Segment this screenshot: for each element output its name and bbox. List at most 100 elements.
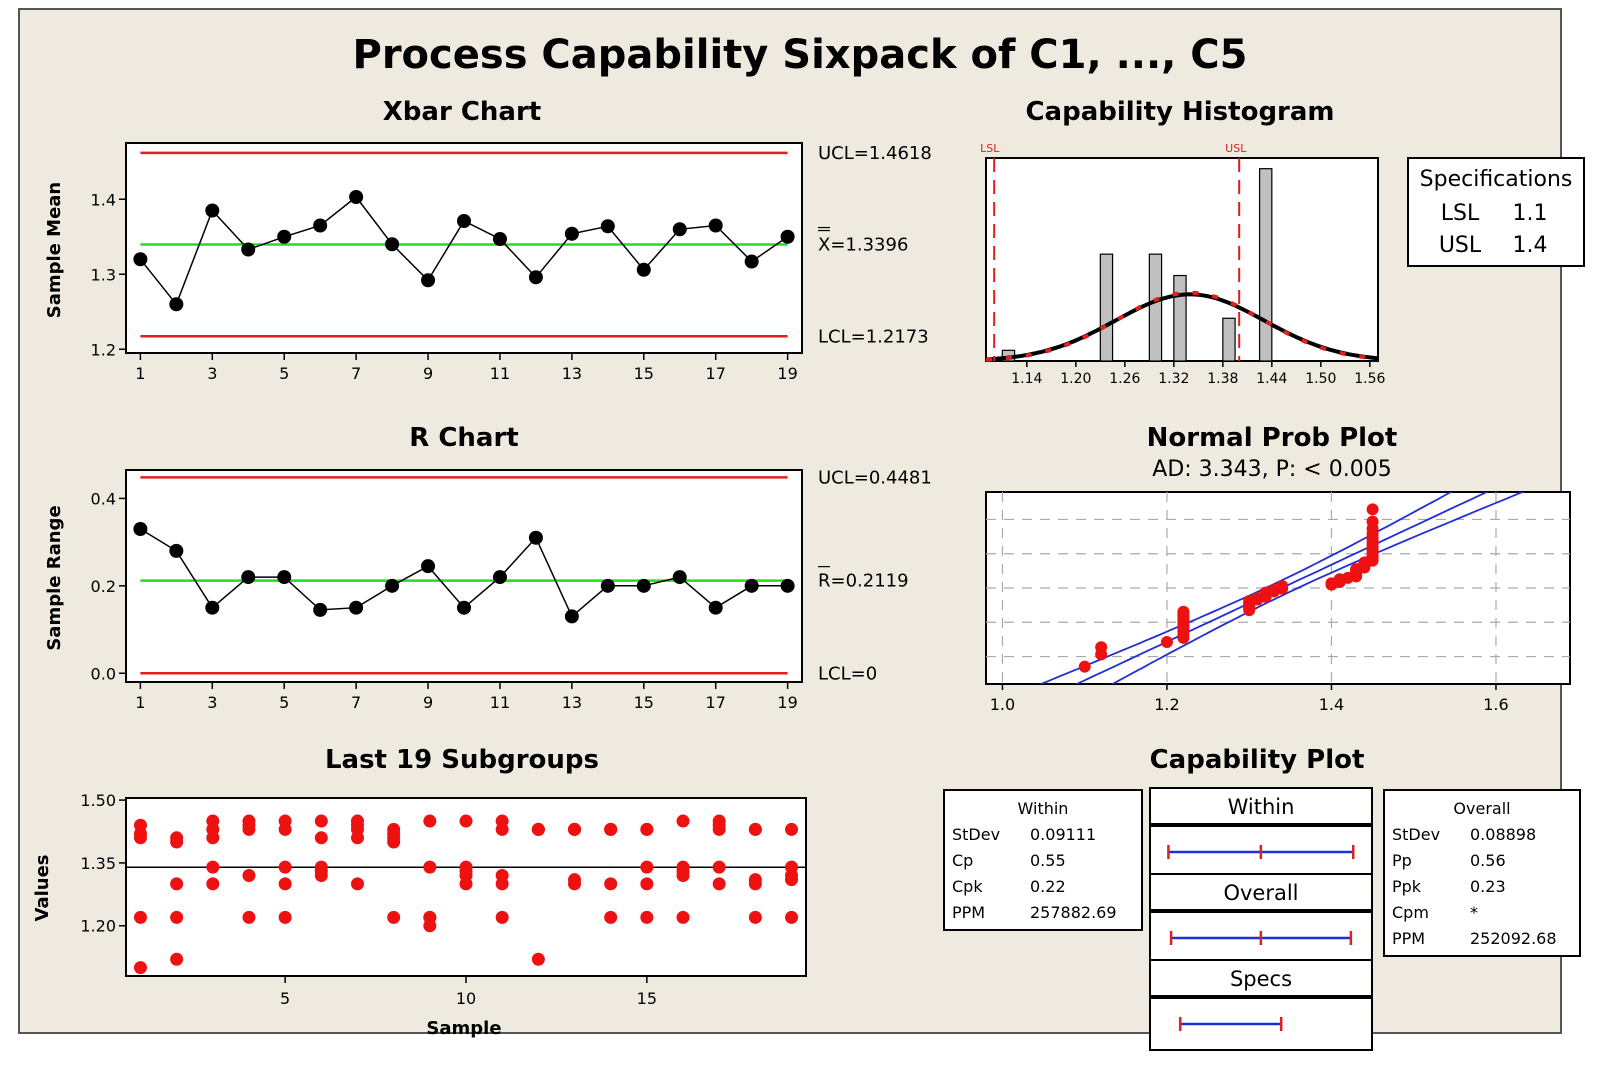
probplot-point	[1078, 660, 1091, 673]
histogram-xtick-label: 1.14	[1011, 371, 1042, 387]
xbar-point	[564, 226, 579, 241]
capability-interval-header	[1149, 959, 1373, 997]
subgroups-point	[712, 877, 726, 891]
subgroups-ytick-label: 1.20	[80, 917, 116, 936]
subgroups-point	[568, 822, 582, 836]
subgroups-point	[350, 818, 364, 832]
subgroups-point	[640, 910, 654, 924]
histogram-xtick-label: 1.20	[1060, 371, 1091, 387]
r-chart-point	[600, 578, 615, 593]
overall-row-value: 252092.68	[1470, 929, 1557, 948]
subgroups-chart: 5 10 15 1.20 1.35 1.50	[80, 791, 806, 1008]
r-chart-point	[492, 570, 507, 585]
r-chart-xtick-label: 11	[490, 693, 510, 712]
subgroups-point	[495, 822, 509, 836]
histogram-xtick-label: 1.32	[1158, 371, 1189, 387]
capability-interval-header	[1149, 787, 1373, 825]
within-row-value: 0.09111	[1030, 825, 1096, 844]
subgroups-point	[242, 868, 256, 882]
subgroups-point	[242, 818, 256, 832]
overall-row-name: Ppk	[1392, 877, 1422, 896]
r-chart-xtick-label: 15	[634, 693, 654, 712]
r-chart-point	[421, 559, 436, 574]
subgroups-point	[712, 860, 726, 874]
r-chart-xtick-label: 3	[207, 693, 217, 712]
histogram-xtick-label: 1.56	[1354, 371, 1385, 387]
xbar-plot-area	[125, 142, 803, 354]
r-chart-center-label: R=0.2119	[818, 571, 909, 592]
histogram-title: Capability Histogram	[1025, 97, 1334, 127]
xbar-point	[313, 218, 328, 233]
r-chart-point	[277, 570, 292, 585]
xbar-ytick-label: 1.3	[91, 265, 116, 284]
r-chart-point	[708, 600, 723, 615]
subgroups-point	[459, 877, 473, 891]
subgroups-point	[748, 910, 762, 924]
r-chart-xtick-label: 5	[279, 693, 289, 712]
subgroups-xtick-label: 15	[637, 989, 657, 1008]
subgroups-point	[314, 814, 328, 828]
spec-lsl-name: LSL	[1441, 201, 1480, 226]
probplot-xtick-label: 1.2	[1154, 695, 1179, 714]
probplot-point	[1366, 503, 1379, 516]
xbar-ylabel: Sample Mean	[44, 182, 65, 318]
r-chart-point	[241, 570, 256, 585]
xbar-xtick-label: 19	[777, 364, 797, 383]
subgroups-point	[423, 910, 437, 924]
probplot-point	[1095, 641, 1108, 654]
xbar-ytick-label: 1.2	[91, 340, 116, 359]
subgroups-point	[278, 860, 292, 874]
xbar-point	[600, 219, 615, 234]
within-row-value: 0.22	[1030, 877, 1066, 896]
subgroups-point	[785, 822, 799, 836]
subgroups-point	[676, 910, 690, 924]
histogram-within-curve	[985, 292, 1379, 362]
overall-row-value: 0.56	[1470, 851, 1506, 870]
within-heading: Within	[1018, 799, 1069, 818]
subgroups-point	[604, 910, 618, 924]
probplot-point	[1276, 579, 1289, 592]
subgroups-point	[206, 860, 220, 874]
xbar-point	[492, 232, 507, 246]
subgroups-point	[423, 814, 437, 828]
subgroups-point	[531, 952, 545, 966]
subgroups-point	[314, 831, 328, 845]
subgroups-xtick-label: 10	[456, 989, 476, 1008]
r-chart-xtick-label: 13	[562, 693, 582, 712]
capability-interval-header	[1149, 873, 1373, 911]
within-row-value: 0.55	[1030, 851, 1066, 870]
subgroups-xlabel: Sample	[426, 1018, 501, 1039]
r-chart-point	[636, 578, 651, 593]
subgroups-title: Last 19 Subgroups	[325, 745, 599, 775]
xbar-point	[385, 237, 400, 252]
subgroups-xtick-label: 5	[280, 989, 290, 1008]
subgroups-point	[387, 827, 401, 841]
subgroups-point	[423, 860, 437, 874]
subgroups-point	[459, 864, 473, 878]
overall-row-value: 0.23	[1470, 877, 1506, 896]
xbar-point	[528, 270, 543, 285]
r-chart-plot-area	[125, 469, 803, 683]
xbar-point	[349, 190, 364, 204]
histogram-chart: LSL USL 1.14 1.20 1.26 1.32 1.38 1.44 1.50 1.56	[980, 142, 1385, 387]
r-chart-point	[564, 609, 579, 624]
xbar-title: Xbar Chart	[383, 97, 541, 127]
xbar-xtick-label: 15	[634, 364, 654, 383]
r-chart-xtick-label: 19	[777, 693, 797, 712]
r-chart-point	[672, 570, 687, 585]
xbar-point	[133, 252, 148, 267]
subgroups-point	[748, 822, 762, 836]
subgroups-point	[242, 910, 256, 924]
probplot-chart: 1.0 1.2 1.4 1.6	[986, 492, 1570, 714]
subgroups-point	[676, 814, 690, 828]
capability-intervals: Within Overall Specs	[1149, 787, 1373, 1051]
histogram-bar	[1173, 274, 1187, 362]
subgroups-point	[278, 910, 292, 924]
subgroups-point	[459, 814, 473, 828]
histogram-bar	[1148, 253, 1163, 362]
subgroups-point	[206, 877, 220, 891]
subgroups-point	[568, 877, 582, 891]
